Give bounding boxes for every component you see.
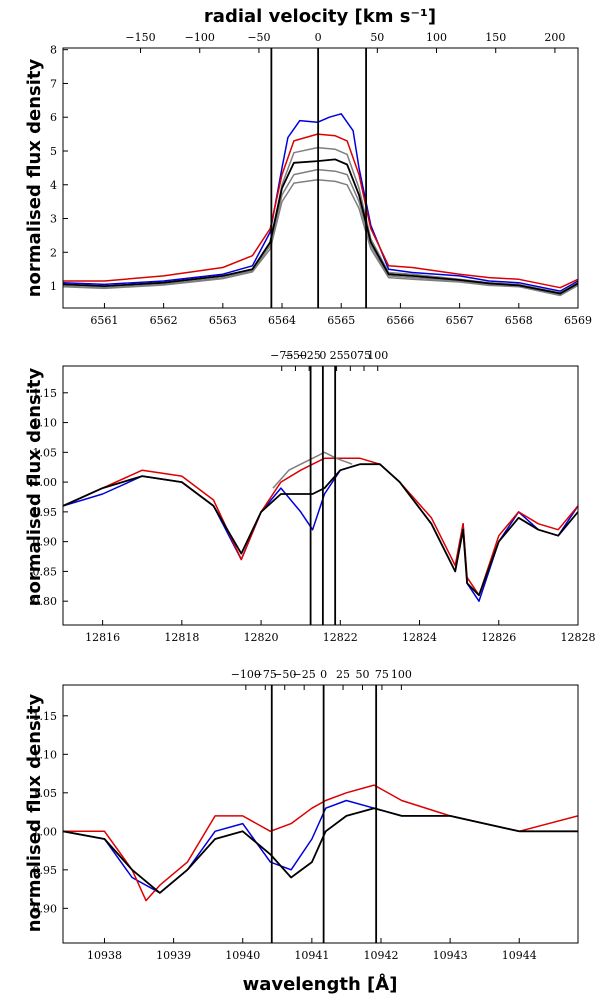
velocity-tick-label: 0 [315, 31, 322, 44]
y-axis-title-bottom: normalised flux density [24, 693, 45, 932]
velocity-tick-label: 50 [355, 668, 369, 681]
velocity-tick-label: 0 [319, 349, 326, 362]
series-grey-2 [63, 168, 578, 296]
y-tick-label: 0.95 [33, 506, 58, 519]
velocity-tick-label: 25 [330, 349, 344, 362]
x-tick-label: 6569 [564, 314, 592, 327]
velocity-tick-label: −25 [293, 668, 316, 681]
velocity-tick-label: 75 [375, 668, 389, 681]
x-tick-label: 6562 [150, 314, 178, 327]
y-tick-label: 1.15 [33, 387, 58, 400]
y-axis-title-top: normalised flux density [24, 58, 45, 297]
x-tick-label: 6561 [90, 314, 118, 327]
velocity-tick-label: 100 [391, 668, 412, 681]
series-black [63, 463, 578, 597]
series-blue [63, 799, 578, 894]
panel-1: 6561 6562 6563 6564 6565 6566 6567 6568 6569 1 2 3 4… [50, 31, 592, 327]
x-tick-label: 12816 [85, 631, 120, 644]
y-tick-label: 4 [50, 179, 57, 192]
velocity-tick-label: 25 [336, 668, 350, 681]
x-tick-label: 10943 [433, 949, 468, 962]
velocity-tick-label: −100 [231, 668, 261, 681]
velocity-tick-label: −100 [185, 31, 215, 44]
x-tick-label: 10944 [502, 949, 537, 962]
velocity-tick-label: 50 [370, 31, 384, 44]
y-tick-label: 1.00 [33, 476, 58, 489]
series-black [63, 807, 578, 894]
x-tick-label: 6568 [505, 314, 533, 327]
x-tick-label: 6567 [446, 314, 474, 327]
x-tick-label: 10940 [225, 949, 260, 962]
x-tick-label: 6563 [209, 314, 237, 327]
x-tick-label: 12828 [561, 631, 596, 644]
y-tick-label: 1.15 [33, 710, 58, 723]
y-tick-label: 1.00 [33, 825, 58, 838]
plot-frame [62, 365, 579, 626]
panel-2: 12816 12818 12820 12822 12824 12826 12828 0.80 0… [33, 349, 596, 644]
y-tick-label: 3 [50, 213, 57, 226]
x-tick-label: 10938 [87, 949, 122, 962]
y-tick-label: 1.05 [33, 446, 58, 459]
series-black [63, 158, 578, 295]
y-tick-label: 0.85 [33, 565, 58, 578]
velocity-tick-label: −50 [247, 31, 270, 44]
x-tick-label: 12822 [323, 631, 358, 644]
y-tick-label: 2 [50, 246, 57, 259]
velocity-tick-label: −75 [270, 349, 293, 362]
velocity-tick-label: 100 [426, 31, 447, 44]
plot-frame [62, 684, 579, 944]
velocity-tick-label: −150 [125, 31, 155, 44]
y-tick-label: 0.90 [33, 902, 58, 915]
x-tick-label: 6565 [327, 314, 355, 327]
panel-3: 10938 10939 10940 10941 10942 10943 10944 0.90 0… [33, 668, 579, 962]
velocity-tick-label: −50 [284, 349, 307, 362]
velocity-tick-label: 75 [357, 349, 371, 362]
series-grey-3 [63, 178, 578, 297]
series-red [63, 133, 578, 289]
panels: 6561 6562 6563 6564 6565 6566 6567 6568 6569 1 2 3 4… [33, 31, 596, 962]
y-tick-label: 5 [50, 145, 57, 158]
top-axis-title: radial velocity [km s⁻¹] [204, 6, 436, 27]
plot-frame [62, 47, 579, 309]
y-tick-label: 1.05 [33, 787, 58, 800]
series-red [63, 457, 578, 596]
x-tick-label: 12826 [481, 631, 516, 644]
velocity-tick-label: 150 [485, 31, 506, 44]
x-tick-label: 6566 [386, 314, 414, 327]
velocity-tick-label: −25 [298, 349, 321, 362]
y-tick-label: 0.80 [33, 595, 58, 608]
y-tick-label: 1.10 [33, 748, 58, 761]
y-axis-title-middle: normalised flux density [24, 367, 45, 606]
x-tick-label: 12818 [164, 631, 199, 644]
velocity-tick-label: 100 [367, 349, 388, 362]
velocity-tick-label: −75 [254, 668, 277, 681]
x-tick-label: 10939 [156, 949, 191, 962]
y-tick-label: 7 [50, 77, 57, 90]
y-tick-label: 0.95 [33, 864, 58, 877]
x-tick-label: 10941 [294, 949, 329, 962]
velocity-tick-label: 0 [320, 668, 327, 681]
y-tick-label: 1.10 [33, 417, 58, 430]
x-tick-label: 6564 [268, 314, 296, 327]
y-tick-label: 0.90 [33, 536, 58, 549]
series-grey [272, 451, 353, 489]
velocity-tick-label: 200 [544, 31, 565, 44]
velocity-tick-label: 50 [343, 349, 357, 362]
x-axis-title: wavelength [Å] [243, 972, 398, 995]
x-tick-label: 12820 [244, 631, 279, 644]
velocity-tick-label: −50 [273, 668, 296, 681]
y-tick-label: 6 [50, 111, 57, 124]
x-tick-label: 12824 [402, 631, 437, 644]
y-tick-label: 8 [50, 44, 57, 57]
series-blue [63, 113, 578, 292]
y-tick-label: 1 [50, 280, 57, 293]
x-tick-label: 10942 [363, 949, 398, 962]
